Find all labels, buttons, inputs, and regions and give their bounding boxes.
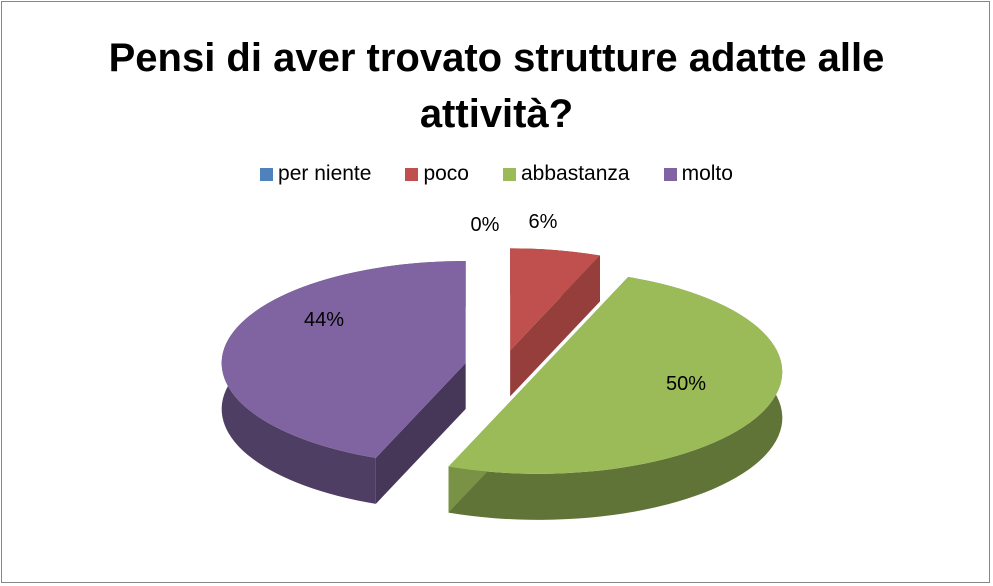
pie-slice-molto xyxy=(221,261,466,458)
chart-title-line-2: attività? xyxy=(419,92,574,136)
legend-swatch-per-niente xyxy=(260,167,274,181)
legend-swatch-poco xyxy=(405,167,419,181)
legend-item-per-niente: per niente xyxy=(260,162,371,186)
legend-item-abbastanza: abbastanza xyxy=(503,162,630,186)
pie-slices xyxy=(221,248,783,520)
chart-title-line-1: Pensi di aver trovato strutture adatte a… xyxy=(108,36,885,80)
legend-swatch-abbastanza xyxy=(503,167,516,181)
legend-label-abbastanza: abbastanza xyxy=(521,162,630,185)
data-label-molto: 44% xyxy=(304,309,344,331)
legend-swatch-molto xyxy=(663,167,677,181)
chart-legend: per niente poco abbastanza molto xyxy=(2,162,991,186)
legend-label-molto: molto xyxy=(681,162,733,185)
data-label-poco: 6% xyxy=(529,211,558,233)
pie-data-labels: 0% 6% 50% 44% xyxy=(304,211,706,395)
legend-label-per-niente: per niente xyxy=(278,162,372,185)
pie-slice-abbastanza xyxy=(448,277,783,474)
legend-item-poco: poco xyxy=(405,162,469,186)
chart-title: Pensi di aver trovato strutture adatte a… xyxy=(2,30,991,142)
legend-item-molto: molto xyxy=(663,162,733,186)
pie-slice-poco xyxy=(510,248,600,351)
legend-label-poco: poco xyxy=(423,162,469,185)
data-label-abbastanza: 50% xyxy=(666,373,706,395)
data-label-per-niente: 0% xyxy=(471,214,500,236)
